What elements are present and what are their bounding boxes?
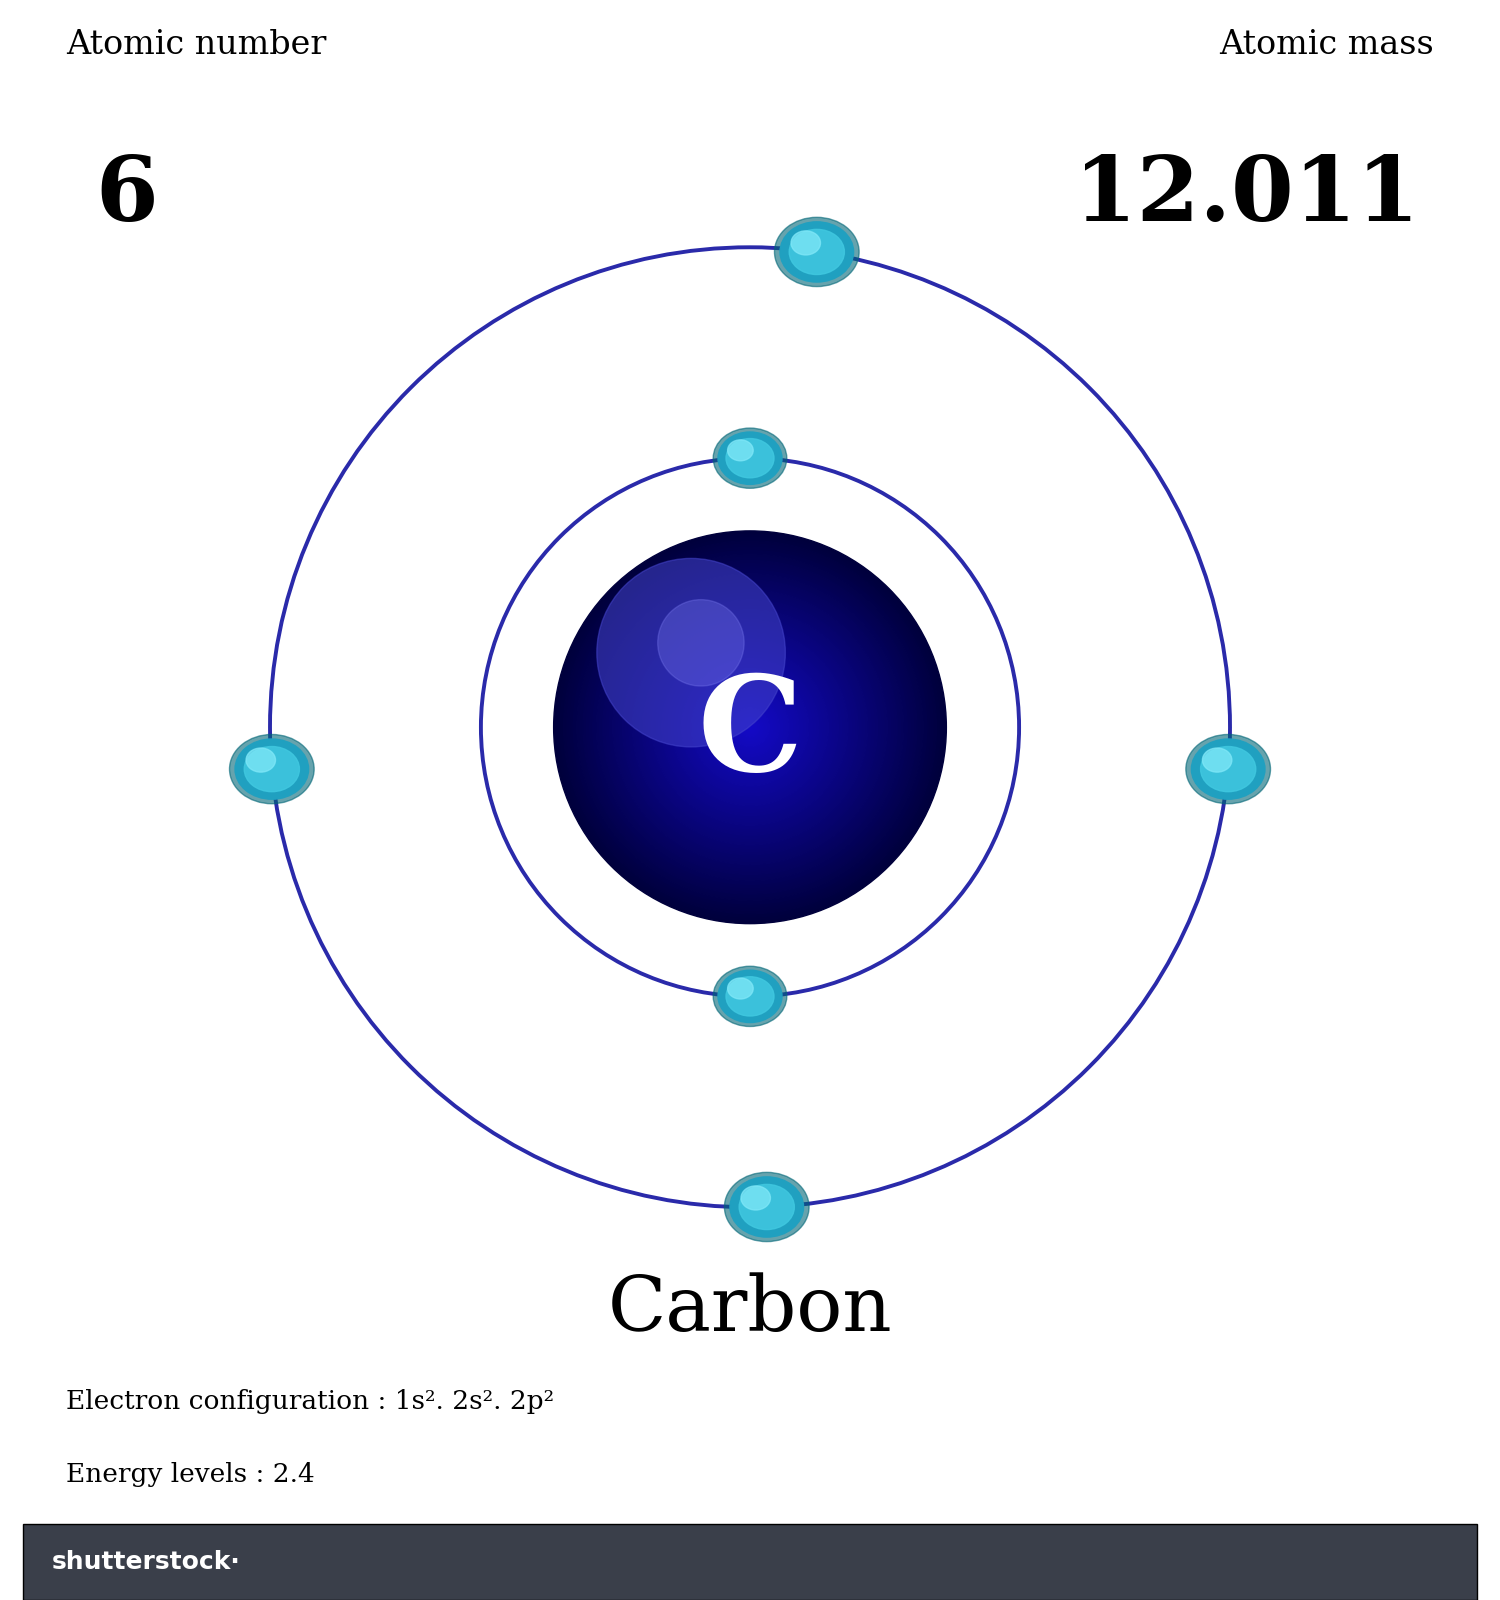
Circle shape (600, 576, 900, 878)
Circle shape (734, 710, 766, 744)
Circle shape (700, 678, 800, 776)
Text: Electron configuration : 1s². 2s². 2p²: Electron configuration : 1s². 2s². 2p² (66, 1389, 555, 1414)
Circle shape (724, 701, 776, 754)
Circle shape (564, 541, 936, 914)
Text: Energy levels : 2.4: Energy levels : 2.4 (66, 1462, 315, 1486)
Circle shape (698, 675, 802, 779)
Circle shape (642, 619, 858, 835)
Circle shape (628, 606, 872, 848)
Circle shape (556, 534, 944, 920)
Ellipse shape (1191, 739, 1264, 800)
Circle shape (664, 642, 836, 813)
Ellipse shape (740, 1184, 795, 1229)
Circle shape (560, 538, 940, 917)
Circle shape (648, 626, 852, 829)
Circle shape (586, 563, 914, 891)
Circle shape (672, 648, 828, 806)
Circle shape (590, 566, 910, 888)
Ellipse shape (726, 976, 774, 1016)
Circle shape (596, 573, 904, 882)
Circle shape (570, 547, 930, 907)
Circle shape (622, 600, 878, 854)
Circle shape (639, 616, 861, 838)
Ellipse shape (1186, 734, 1270, 803)
Text: Atomic number: Atomic number (66, 29, 327, 61)
Circle shape (717, 694, 783, 760)
Ellipse shape (236, 739, 309, 800)
Circle shape (580, 557, 920, 898)
Ellipse shape (718, 970, 782, 1022)
Ellipse shape (230, 734, 314, 803)
Circle shape (636, 613, 864, 842)
Circle shape (711, 688, 789, 766)
Ellipse shape (244, 747, 300, 792)
Circle shape (747, 723, 753, 731)
Circle shape (616, 594, 884, 861)
Ellipse shape (726, 438, 774, 478)
Circle shape (684, 662, 816, 792)
Circle shape (632, 610, 868, 845)
Ellipse shape (741, 1186, 771, 1210)
Circle shape (597, 558, 786, 747)
Ellipse shape (1200, 747, 1256, 792)
Text: Atomic mass: Atomic mass (1220, 29, 1434, 61)
Circle shape (584, 560, 916, 894)
Circle shape (688, 666, 812, 789)
Circle shape (744, 720, 756, 734)
Circle shape (609, 587, 891, 867)
Circle shape (681, 659, 819, 797)
Circle shape (606, 584, 894, 872)
Text: shutterstock·: shutterstock· (53, 1550, 240, 1574)
Ellipse shape (724, 1173, 809, 1242)
Circle shape (576, 554, 924, 901)
Circle shape (728, 704, 772, 750)
Ellipse shape (1203, 749, 1231, 773)
Circle shape (626, 603, 874, 851)
Circle shape (668, 645, 832, 810)
Circle shape (678, 656, 822, 800)
Text: C: C (698, 670, 802, 798)
Text: 12.011: 12.011 (1074, 152, 1419, 240)
Ellipse shape (728, 978, 753, 998)
Circle shape (573, 550, 927, 904)
Ellipse shape (790, 230, 820, 254)
Circle shape (645, 622, 855, 832)
Circle shape (708, 685, 792, 770)
Ellipse shape (712, 966, 788, 1027)
Ellipse shape (730, 1178, 804, 1237)
Circle shape (704, 682, 797, 773)
Circle shape (603, 579, 897, 875)
Ellipse shape (246, 749, 276, 773)
Ellipse shape (712, 429, 788, 488)
Ellipse shape (780, 222, 853, 282)
Circle shape (662, 638, 839, 816)
Circle shape (656, 632, 844, 822)
Circle shape (620, 597, 880, 858)
Circle shape (657, 600, 744, 686)
Text: 6: 6 (96, 152, 158, 240)
Circle shape (612, 590, 888, 864)
Circle shape (652, 629, 847, 826)
FancyBboxPatch shape (22, 1525, 1478, 1600)
Ellipse shape (728, 440, 753, 461)
Ellipse shape (774, 218, 859, 286)
Circle shape (592, 570, 908, 885)
Circle shape (720, 698, 780, 757)
Circle shape (554, 531, 946, 923)
Circle shape (567, 544, 933, 910)
Ellipse shape (789, 229, 844, 275)
Circle shape (714, 691, 786, 763)
Circle shape (730, 707, 770, 747)
Circle shape (736, 714, 764, 741)
Circle shape (694, 672, 806, 782)
Circle shape (740, 717, 760, 738)
Text: Carbon: Carbon (608, 1272, 892, 1347)
Ellipse shape (718, 432, 782, 485)
Circle shape (692, 669, 808, 786)
Circle shape (658, 635, 842, 819)
Circle shape (675, 653, 825, 803)
